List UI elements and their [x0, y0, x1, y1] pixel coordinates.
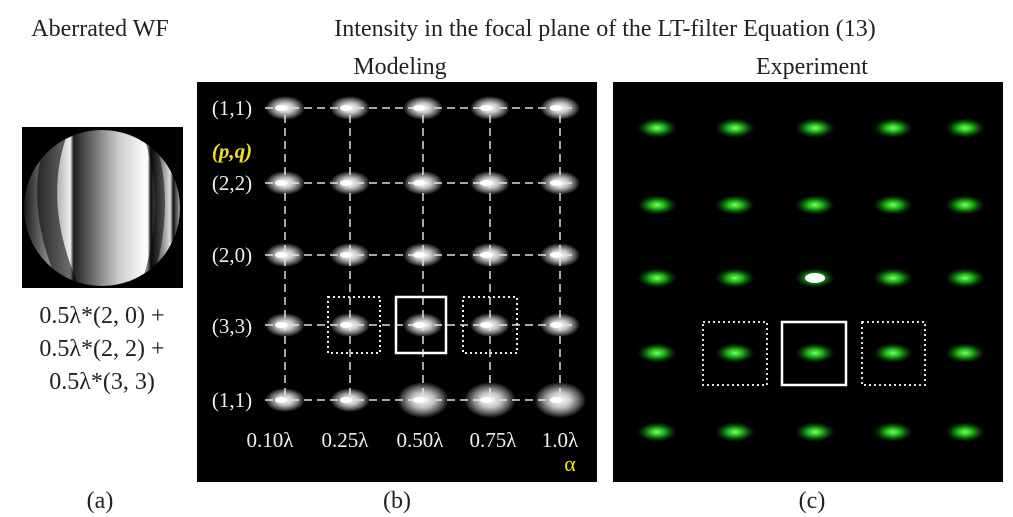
psf-core — [550, 252, 562, 258]
exp-spot — [795, 195, 835, 215]
exp-spot — [637, 343, 677, 363]
psf-core — [275, 322, 287, 328]
formula-line: 0.5λ*(3, 3) — [49, 369, 155, 395]
psf-core — [340, 252, 352, 258]
psf-core — [480, 252, 492, 258]
exp-spot — [945, 195, 985, 215]
exp-spot — [715, 268, 755, 288]
title: Intensity in the focal plane of the LT-f… — [334, 16, 875, 42]
psf-core — [550, 180, 562, 186]
col-label: 0.50λ — [397, 428, 445, 452]
col-label: 0.25λ — [322, 428, 370, 452]
exp-bright — [805, 273, 825, 283]
psf-core — [275, 397, 287, 403]
psf-core — [550, 397, 562, 403]
psf-core — [550, 322, 562, 328]
psf-core — [413, 252, 425, 258]
psf-core — [480, 105, 492, 111]
exp-spot — [873, 195, 913, 215]
panel-title: Modeling — [353, 54, 446, 80]
exp-spot — [873, 422, 913, 442]
exp-spot — [637, 422, 677, 442]
psf-core — [340, 397, 352, 403]
row-label: (1,1) — [212, 388, 252, 412]
caption: (b) — [383, 488, 411, 514]
exp-spot — [715, 195, 755, 215]
modeling-panel — [197, 82, 597, 482]
exp-spot — [873, 118, 913, 138]
caption: (c) — [799, 488, 826, 514]
exp-spot — [715, 422, 755, 442]
psf-core — [340, 105, 352, 111]
row-label: (3,3) — [212, 314, 252, 338]
col-label: 0.75λ — [470, 428, 518, 452]
exp-spot — [637, 118, 677, 138]
exp-spot — [945, 343, 985, 363]
pq-label: (p,q) — [212, 139, 252, 163]
formula-line: 0.5λ*(2, 0) + — [39, 303, 164, 329]
psf-core — [340, 180, 352, 186]
caption: (a) — [87, 488, 114, 514]
exp-spot — [795, 343, 835, 363]
psf-core — [550, 105, 562, 111]
row-label: (2,0) — [212, 243, 252, 267]
psf-core — [340, 322, 352, 328]
formula-line: 0.5λ*(2, 2) + — [39, 336, 164, 362]
col-label: 0.10λ — [247, 428, 295, 452]
exp-spot — [945, 422, 985, 442]
exp-spot — [637, 268, 677, 288]
psf-core — [275, 105, 287, 111]
exp-spot — [795, 118, 835, 138]
psf-core — [413, 105, 425, 111]
psf-core — [480, 322, 492, 328]
figure: Aberrated WF Intensity in the focal plan… — [0, 0, 1013, 517]
psf-core — [413, 397, 425, 403]
exp-spot — [873, 343, 913, 363]
exp-spot — [945, 118, 985, 138]
psf-core — [413, 180, 425, 186]
psf-core — [480, 397, 492, 403]
exp-spot — [873, 268, 913, 288]
psf-core — [413, 322, 425, 328]
psf-core — [480, 180, 492, 186]
exp-spot — [945, 268, 985, 288]
psf-core — [275, 252, 287, 258]
exp-spot — [637, 195, 677, 215]
exp-spot — [715, 118, 755, 138]
psf-core — [275, 180, 287, 186]
row-label: (2,2) — [212, 171, 252, 195]
row-label: (1,1) — [212, 96, 252, 120]
exp-spot — [795, 422, 835, 442]
left-title: Aberrated WF — [31, 16, 169, 42]
alpha-label: α — [564, 451, 576, 476]
panel-title: Experiment — [756, 54, 868, 80]
exp-spot — [715, 343, 755, 363]
col-label: 1.0λ — [542, 428, 579, 452]
